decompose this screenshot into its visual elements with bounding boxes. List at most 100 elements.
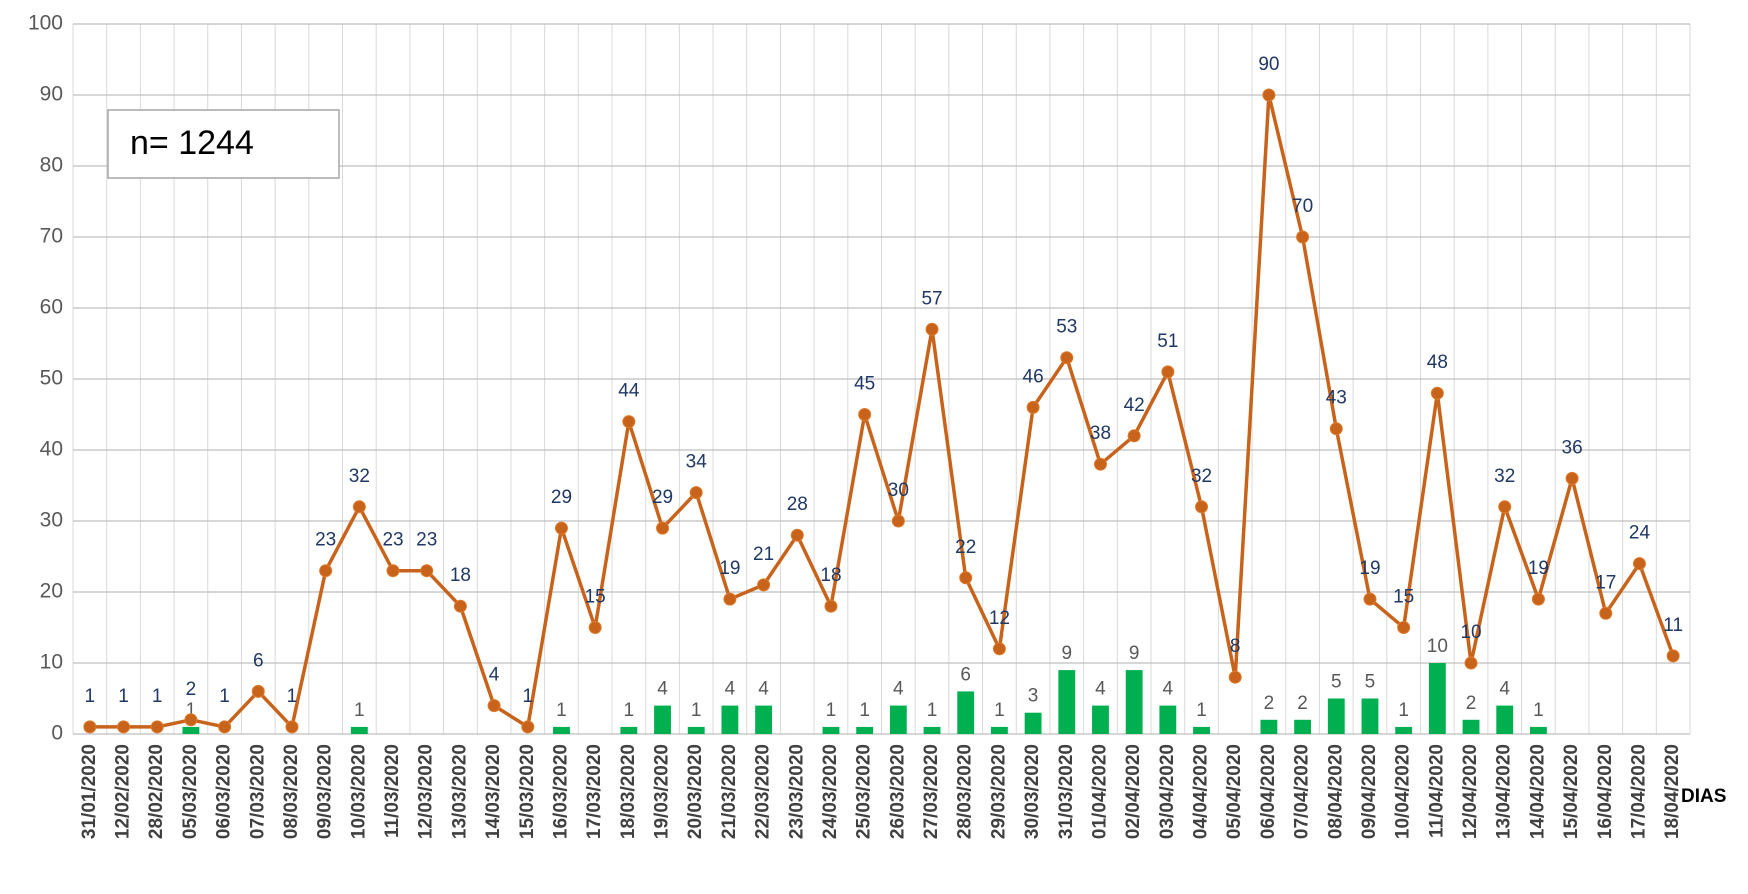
x-tick-label: 01/04/2020 — [1089, 744, 1110, 839]
bar-value-label: 1 — [556, 700, 567, 721]
line-value-label: 2 — [186, 679, 197, 700]
x-tick-label: 31/03/2020 — [1056, 744, 1077, 839]
x-tick-label: 13/03/2020 — [449, 744, 470, 839]
line-value-label: 57 — [921, 288, 942, 309]
line-point — [386, 564, 400, 578]
bar-value-label: 1 — [1196, 700, 1207, 721]
line-point — [1498, 500, 1512, 514]
line-point — [1060, 351, 1074, 365]
x-tick-label: 16/04/2020 — [1595, 744, 1616, 839]
y-tick-label: 80 — [40, 154, 63, 177]
bar-value-label: 6 — [960, 664, 971, 685]
line-value-label: 19 — [719, 558, 740, 579]
bar-value-label: 2 — [1466, 693, 1477, 714]
y-tick-label: 0 — [51, 722, 63, 745]
x-tick-label: 25/03/2020 — [854, 744, 875, 839]
bar — [990, 726, 1008, 734]
x-tick-label: 08/04/2020 — [1325, 744, 1346, 839]
line-value-label: 15 — [585, 587, 606, 608]
x-tick-label: 06/04/2020 — [1258, 744, 1279, 839]
bar-value-label: 4 — [758, 679, 769, 700]
line-point — [150, 720, 164, 734]
line-point — [420, 564, 434, 578]
line-point — [554, 521, 568, 535]
y-tick-label: 10 — [40, 651, 63, 674]
line-value-label: 23 — [315, 530, 336, 551]
x-tick-label: 30/03/2020 — [1022, 744, 1043, 839]
x-tick-label: 09/04/2020 — [1359, 744, 1380, 839]
line-point — [757, 578, 771, 592]
line-value-label: 12 — [989, 608, 1010, 629]
line-value-label: 32 — [1494, 466, 1515, 487]
line-value-label: 48 — [1427, 352, 1448, 373]
bar — [1395, 726, 1413, 734]
line-point — [891, 514, 905, 528]
line-value-label: 29 — [652, 487, 673, 508]
annotation: n= 1244 — [130, 124, 254, 162]
bar-value-label: 1 — [826, 700, 837, 721]
line-value-label: 29 — [551, 487, 572, 508]
bar — [1125, 670, 1143, 734]
x-tick-label: 15/04/2020 — [1561, 744, 1582, 839]
line-point — [352, 500, 366, 514]
bar — [620, 726, 638, 734]
x-tick-label: 28/03/2020 — [955, 744, 976, 839]
x-tick-label: 28/02/2020 — [146, 744, 167, 839]
line-value-label: 4 — [489, 665, 500, 686]
bar — [350, 726, 368, 734]
x-tick-label: 23/03/2020 — [786, 744, 807, 839]
x-tick-label: 03/04/2020 — [1157, 744, 1178, 839]
line-value-label: 70 — [1292, 196, 1313, 217]
x-tick-label: 12/04/2020 — [1460, 744, 1481, 839]
bar-value-label: 1 — [994, 700, 1005, 721]
line — [89, 93, 1675, 729]
bar-value-label: 3 — [1028, 686, 1039, 707]
x-tick-label: 02/04/2020 — [1123, 744, 1144, 839]
line-point — [723, 592, 737, 606]
bar — [1024, 712, 1042, 734]
x-tick-label: 13/04/2020 — [1494, 744, 1515, 839]
bar-value-label: 1 — [927, 700, 938, 721]
line-point — [656, 521, 670, 535]
line-value-label: 1 — [85, 686, 96, 707]
line-point — [1195, 500, 1209, 514]
x-tick-label: 24/03/2020 — [820, 744, 841, 839]
line-value-label: 34 — [686, 452, 708, 473]
x-tick-label: 11/04/2020 — [1426, 744, 1447, 838]
x-tick-label: 31/01/2020 — [79, 744, 100, 839]
line-value-label: 11 — [1663, 615, 1683, 636]
line-value-label: 19 — [1359, 558, 1380, 579]
bar-value-label: 9 — [1061, 643, 1072, 664]
line-point — [858, 408, 872, 421]
y-tick-label: 50 — [40, 367, 63, 390]
line-point — [1262, 88, 1276, 102]
line-value-label: 8 — [1230, 636, 1241, 657]
line-point — [1363, 592, 1377, 606]
bar — [1159, 705, 1177, 734]
line-point — [925, 322, 939, 336]
line-point — [992, 642, 1006, 656]
line-value-label: 15 — [1393, 587, 1414, 608]
bar — [1361, 698, 1379, 734]
bar-value-label: 5 — [1331, 672, 1342, 693]
bar — [923, 726, 941, 734]
x-tick-label: 05/04/2020 — [1224, 744, 1245, 839]
x-tick-label: 14/03/2020 — [483, 744, 504, 839]
x-tick-label: 08/03/2020 — [281, 744, 302, 839]
y-tick-label: 90 — [40, 83, 63, 106]
x-tick-label: 07/04/2020 — [1292, 744, 1313, 839]
bar — [654, 705, 671, 734]
bar-value-label: 1 — [624, 700, 635, 721]
line-value-label: 44 — [618, 381, 640, 402]
bar — [889, 705, 907, 734]
line-value-label: 1 — [118, 686, 129, 707]
x-tick-label: 10/03/2020 — [348, 744, 369, 839]
line-value-label: 17 — [1595, 572, 1616, 593]
bar — [182, 726, 200, 734]
x-tick-label: 19/03/2020 — [652, 744, 673, 839]
bar — [755, 705, 773, 734]
line-point — [1296, 230, 1310, 244]
line-point — [1228, 670, 1242, 684]
